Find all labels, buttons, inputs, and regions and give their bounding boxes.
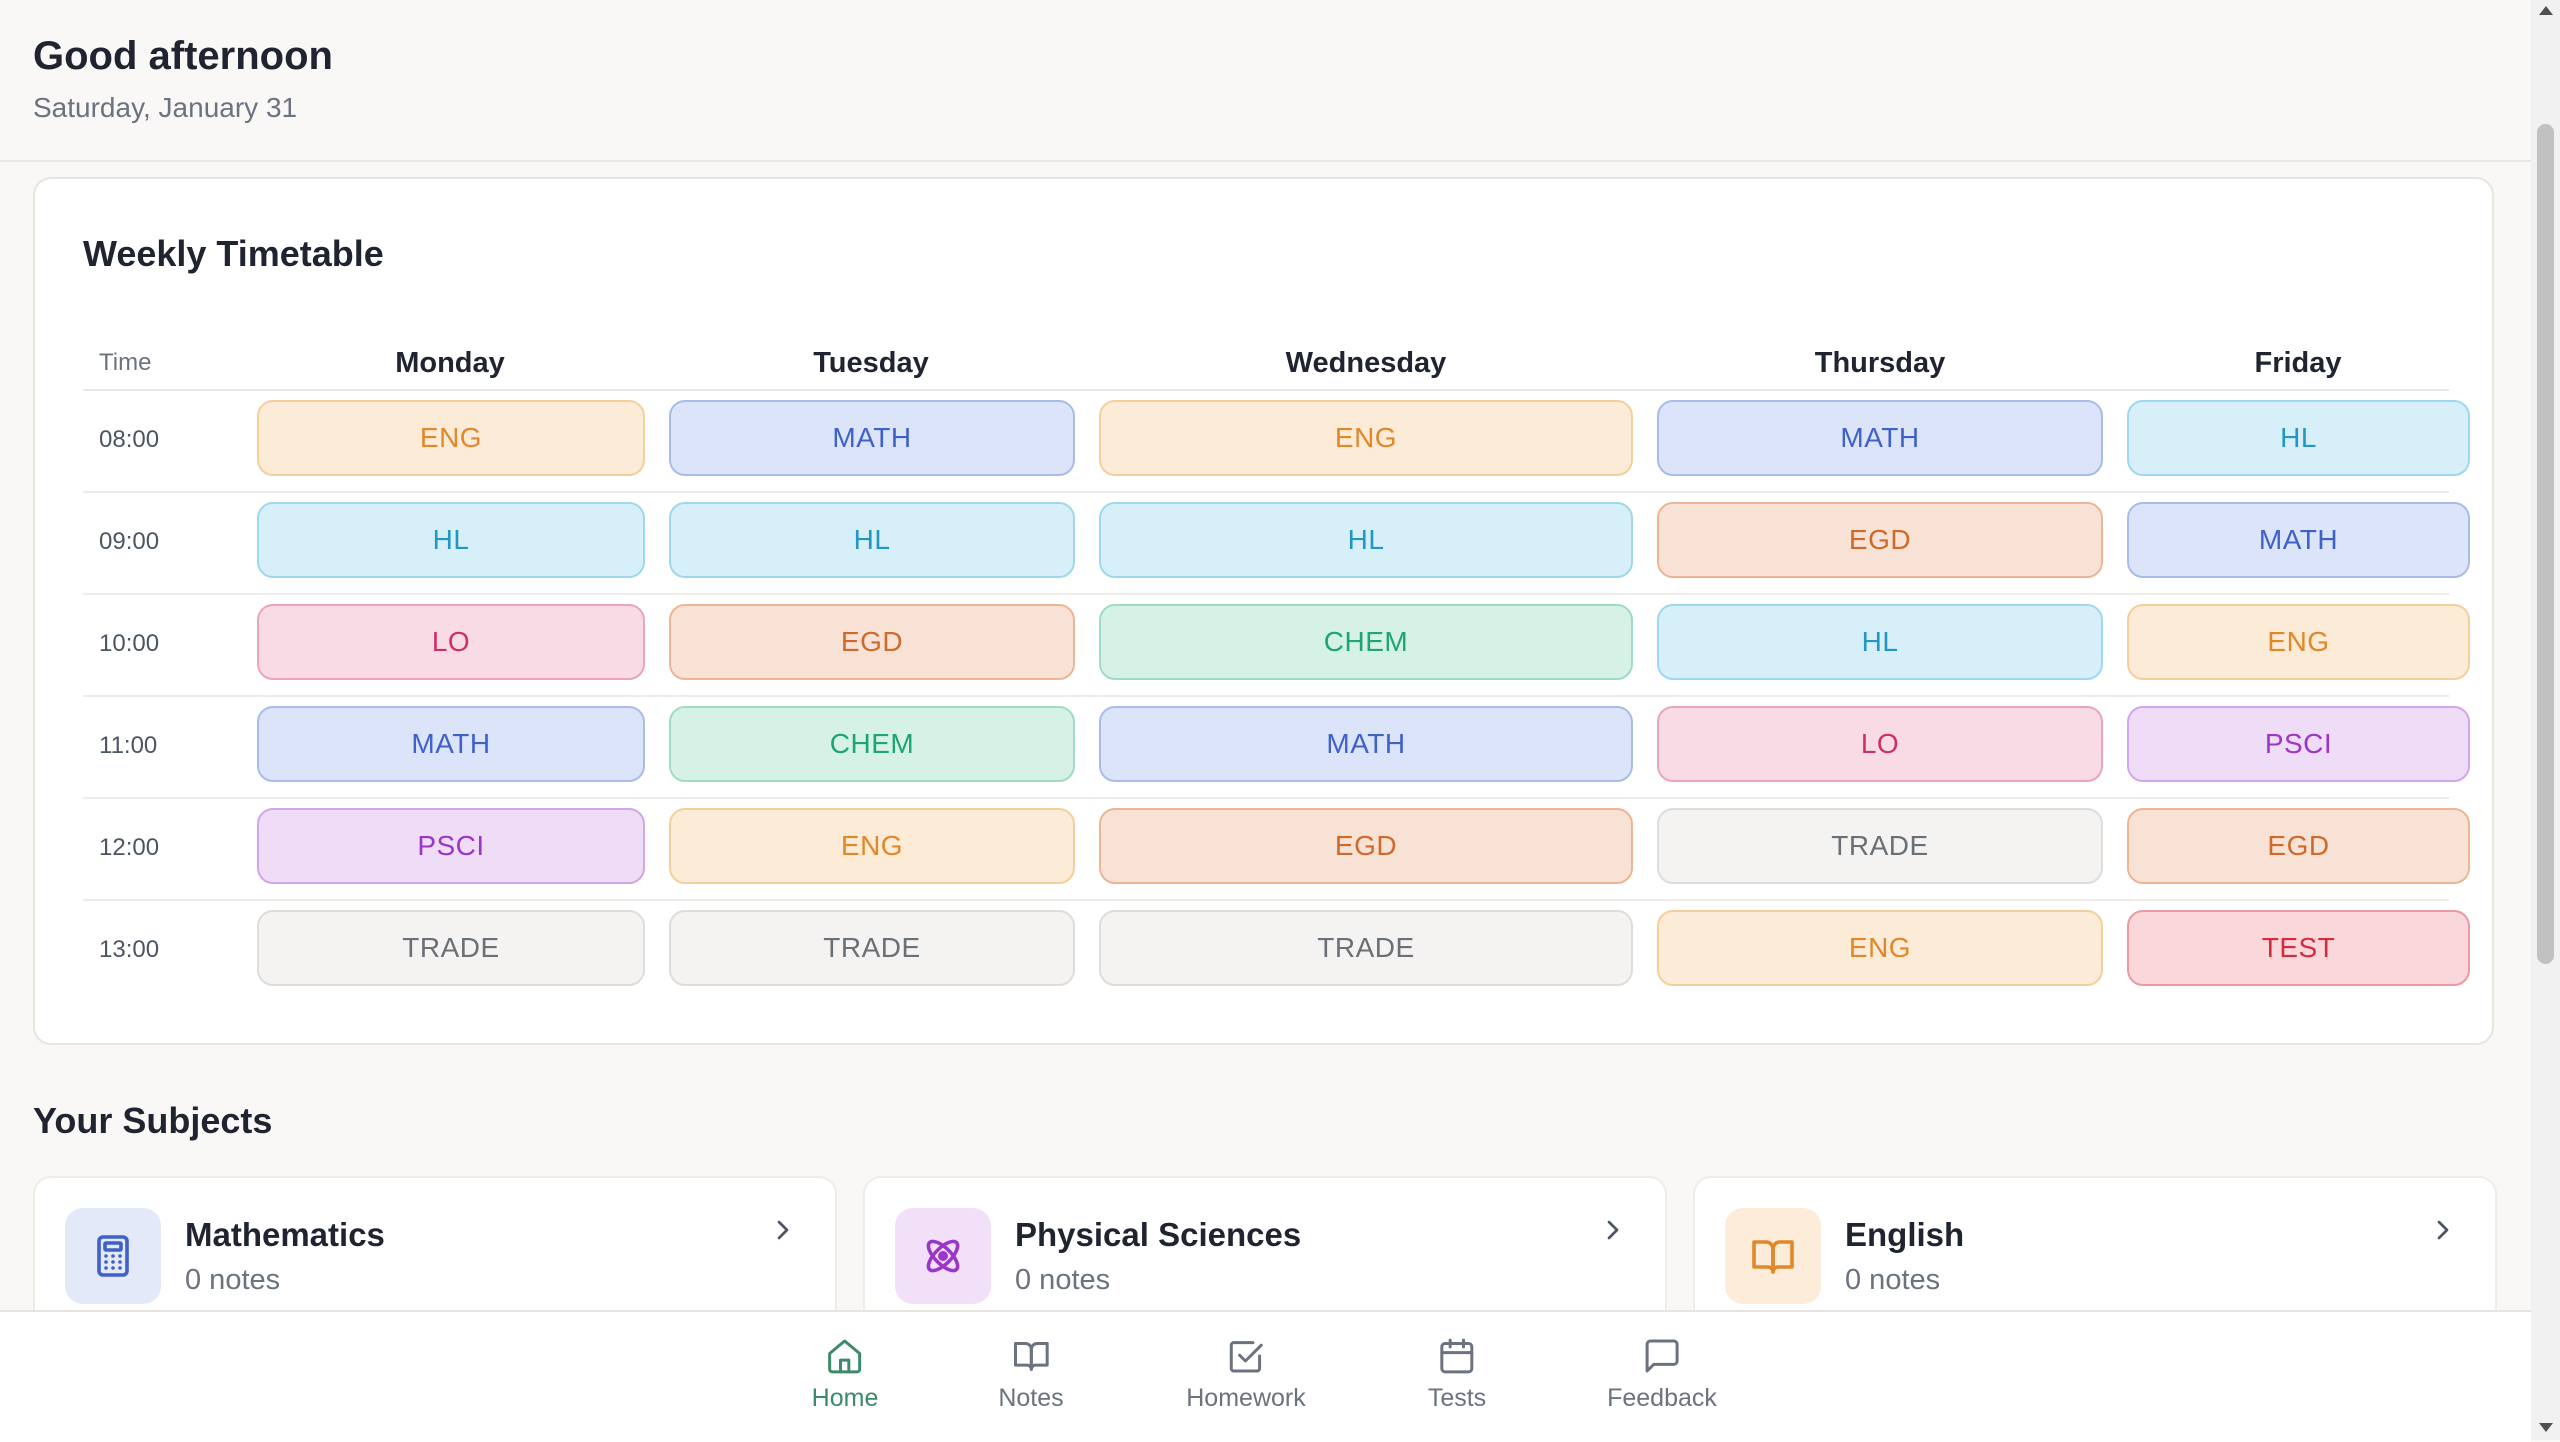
time-label: 09:00 xyxy=(99,528,160,555)
scroll-down-arrow-icon[interactable] xyxy=(2539,1423,2553,1432)
timetable-row-1000: 10:00 LO EGD CHEM HL ENG xyxy=(83,593,2470,697)
slot-thursday-0800[interactable]: MATH xyxy=(1657,400,2103,476)
day-header-thursday: Thursday xyxy=(1814,347,1946,379)
day-header-wednesday: Wednesday xyxy=(1285,347,1447,379)
time-label: 11:00 xyxy=(99,732,158,759)
timetable-row-1200: 12:00 PSCI ENG EGD TRADE EGD xyxy=(83,797,2470,901)
slot-wednesday-1200[interactable]: EGD xyxy=(1099,808,1633,884)
slot-friday-1000[interactable]: ENG xyxy=(2127,604,2470,680)
slot-monday-1300[interactable]: TRADE xyxy=(257,910,645,986)
subjects-section-title: Your Subjects xyxy=(33,1100,273,1141)
time-label: 10:00 xyxy=(99,630,160,657)
page-scrollbar[interactable] xyxy=(2531,0,2560,1440)
nav-home[interactable]: Home xyxy=(811,1336,879,1413)
chevron-right-icon xyxy=(1597,1214,1629,1251)
slot-tuesday-1000[interactable]: EGD xyxy=(669,604,1075,680)
chevron-right-icon xyxy=(2427,1214,2459,1251)
subject-name: Physical Sciences xyxy=(1015,1216,1302,1253)
slot-tuesday-1100[interactable]: CHEM xyxy=(669,706,1075,782)
slot-wednesday-1100[interactable]: MATH xyxy=(1099,706,1633,782)
nav-tests[interactable]: Tests xyxy=(1428,1336,1486,1413)
book-open-icon xyxy=(1725,1208,1821,1304)
scrollbar-thumb[interactable] xyxy=(2537,124,2554,964)
time-label: 12:00 xyxy=(99,834,160,861)
day-header-tuesday: Tuesday xyxy=(813,347,929,379)
nav-label: Notes xyxy=(998,1384,1064,1412)
page-header: Good afternoon Saturday, January 31 xyxy=(0,0,2531,162)
current-date: Saturday, January 31 xyxy=(33,92,298,123)
timetable-header-row: Time Monday Tuesday Wednesday Thursday F… xyxy=(83,327,2449,391)
nav-label: Feedback xyxy=(1607,1384,1717,1412)
bottom-navigation: Home Notes Homework Tests Feedback xyxy=(0,1310,2531,1442)
slot-thursday-0900[interactable]: EGD xyxy=(1657,502,2103,578)
timetable-row-1100: 11:00 MATH CHEM MATH LO PSCI xyxy=(83,695,2470,799)
slot-monday-1200[interactable]: PSCI xyxy=(257,808,645,884)
slot-friday-0900[interactable]: MATH xyxy=(2127,502,2470,578)
scroll-up-arrow-icon[interactable] xyxy=(2539,6,2553,15)
weekly-timetable-card: Weekly Timetable Time Monday Tuesday Wed… xyxy=(33,177,2494,1045)
timetable-row-0800: 08:00 ENG MATH ENG MATH HL xyxy=(83,389,2470,493)
slot-friday-0800[interactable]: HL xyxy=(2127,400,2470,476)
slot-tuesday-1200[interactable]: ENG xyxy=(669,808,1075,884)
nav-label: Tests xyxy=(1427,1384,1487,1412)
nav-homework[interactable]: Homework xyxy=(1186,1336,1306,1413)
calendar-icon xyxy=(1440,1338,1474,1374)
slot-wednesday-0800[interactable]: ENG xyxy=(1099,400,1633,476)
slot-tuesday-0800[interactable]: MATH xyxy=(669,400,1075,476)
home-icon xyxy=(828,1339,862,1374)
slot-monday-1000[interactable]: LO xyxy=(257,604,645,680)
time-label: 08:00 xyxy=(99,426,160,453)
slot-wednesday-1000[interactable]: CHEM xyxy=(1099,604,1633,680)
greeting-title: Good afternoon xyxy=(33,34,333,78)
timetable-title: Weekly Timetable xyxy=(83,233,384,274)
atom-icon xyxy=(895,1208,991,1304)
message-icon xyxy=(1645,1339,1679,1373)
timetable-row-0900: 09:00 HL HL HL EGD MATH xyxy=(83,491,2470,595)
slot-tuesday-1300[interactable]: TRADE xyxy=(669,910,1075,986)
slot-thursday-1200[interactable]: TRADE xyxy=(1657,808,2103,884)
slot-thursday-1100[interactable]: LO xyxy=(1657,706,2103,782)
nav-feedback[interactable]: Feedback xyxy=(1607,1336,1717,1413)
timetable-row-1300: 13:00 TRADE TRADE TRADE ENG TEST xyxy=(83,899,2470,1001)
calculator-icon xyxy=(65,1208,161,1304)
slot-friday-1300[interactable]: TEST xyxy=(2127,910,2470,986)
time-column-header: Time xyxy=(99,349,152,376)
slot-wednesday-1300[interactable]: TRADE xyxy=(1099,910,1633,986)
day-header-friday: Friday xyxy=(2254,347,2342,379)
slot-monday-0800[interactable]: ENG xyxy=(257,400,645,476)
subject-name: Mathematics xyxy=(185,1216,385,1253)
subject-notes-count: 0 notes xyxy=(1845,1264,1941,1296)
checkbox-icon xyxy=(1229,1341,1263,1373)
slot-friday-1200[interactable]: EGD xyxy=(2127,808,2470,884)
chevron-right-icon xyxy=(767,1214,799,1251)
slot-thursday-1300[interactable]: ENG xyxy=(1657,910,2103,986)
subject-notes-count: 0 notes xyxy=(1015,1264,1111,1296)
slot-thursday-1000[interactable]: HL xyxy=(1657,604,2103,680)
slot-wednesday-0900[interactable]: HL xyxy=(1099,502,1633,578)
subject-notes-count: 0 notes xyxy=(185,1264,281,1296)
slot-monday-0900[interactable]: HL xyxy=(257,502,645,578)
day-header-monday: Monday xyxy=(395,347,505,379)
subject-name: English xyxy=(1845,1216,1965,1253)
slot-monday-1100[interactable]: MATH xyxy=(257,706,645,782)
slot-friday-1100[interactable]: PSCI xyxy=(2127,706,2470,782)
nav-label: Homework xyxy=(1186,1384,1306,1412)
nav-notes[interactable]: Notes xyxy=(998,1336,1064,1413)
slot-tuesday-0900[interactable]: HL xyxy=(669,502,1075,578)
time-label: 13:00 xyxy=(99,936,160,963)
book-icon xyxy=(1013,1342,1049,1371)
nav-label: Home xyxy=(811,1384,879,1412)
